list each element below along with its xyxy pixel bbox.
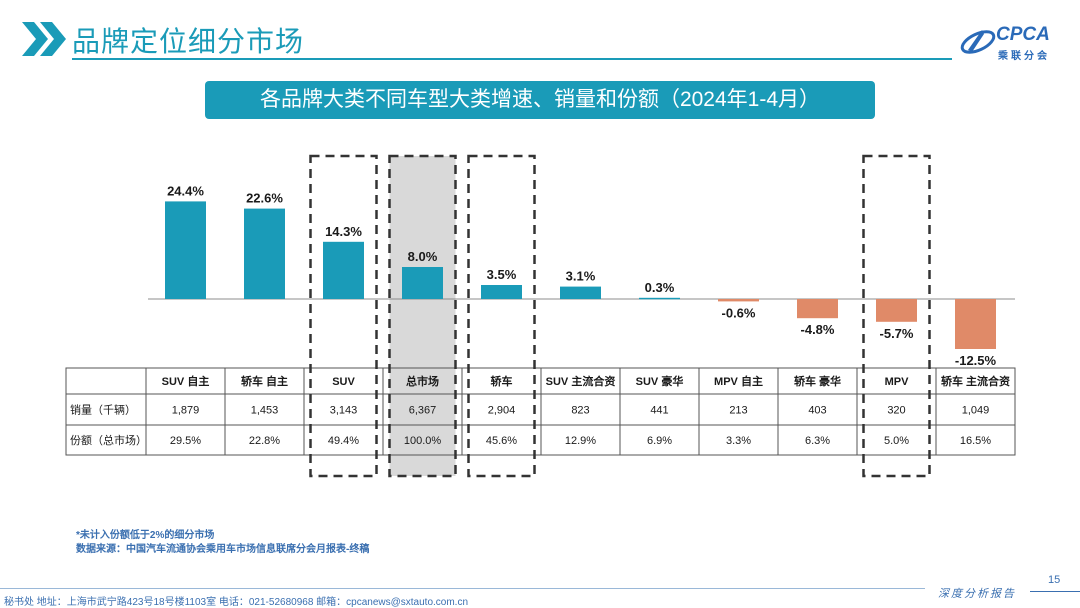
bar-2 [323,241,364,299]
category-label-0: SUV 自主 [162,374,210,388]
cell-1-1: 22.8% [249,435,280,447]
cell-1-10: 16.5% [960,435,991,447]
cell-0-8: 403 [808,405,826,417]
value-label-7: -0.6% [722,305,756,320]
category-label-4: 轿车 [491,374,513,388]
footnote-share: *未计入份额低于2%的细分市场 [76,530,215,541]
cell-0-2: 3,143 [330,405,358,417]
category-label-6: SUV 豪华 [636,374,684,388]
bar-9 [876,299,917,322]
footnote-source: 数据来源：中国汽车流通协会乘用车市场信息联席分会月报表-终稿 [76,544,370,555]
bar-10 [955,299,996,349]
bar-6 [639,297,680,300]
bar-7 [718,299,759,302]
category-label-5: SUV 主流合资 [546,374,616,388]
cell-0-1: 1,453 [251,405,279,417]
value-label-8: -4.8% [801,322,835,337]
row-label-0: 销量（千辆） [70,403,136,417]
value-label-0: 24.4% [167,183,204,198]
value-label-6: 0.3% [645,280,675,295]
bar-3 [402,267,443,299]
category-label-1: 轿车 自主 [241,374,288,388]
footer-contact: 秘书处 地址：上海市武宁路423号18号楼1103室 电话：021-526809… [4,597,469,608]
value-label-1: 22.6% [246,191,283,206]
highlight-shade [389,156,456,476]
cell-0-6: 441 [650,405,668,417]
cell-0-10: 1,049 [962,405,990,417]
page-title: 品牌定位细分市场 [72,26,305,57]
row-label-1: 份额（总市场） [70,433,147,447]
cell-1-0: 29.5% [170,435,201,447]
category-label-10: 轿车 主流合资 [941,374,1010,388]
category-label-9: MPV [885,376,910,388]
cell-0-3: 6,367 [409,405,437,417]
value-label-3: 8.0% [408,249,438,264]
value-label-9: -5.7% [880,326,914,341]
report-label-line [1030,591,1080,592]
cell-0-9: 320 [887,405,905,417]
logo-text: CPCA [996,24,1050,45]
highlight-box-2 [309,154,378,478]
bar-5 [560,286,601,299]
category-label-8: 轿车 豪华 [794,374,841,388]
value-label-5: 3.1% [566,269,596,284]
cell-1-6: 6.9% [647,435,672,447]
highlight-box-4 [467,154,536,478]
value-label-10: -12.5% [955,353,997,368]
highlight-box-3 [388,154,457,478]
title-underline [72,58,952,60]
cell-1-9: 5.0% [884,435,909,447]
cell-1-2: 49.4% [328,435,359,447]
highlight-box-9 [862,154,931,478]
category-label-7: MPV 自主 [714,374,763,388]
cell-0-7: 213 [729,405,747,417]
logo: CPCA 乘联分会 [958,20,1068,64]
cpca-logo-icon [960,30,996,54]
report-label: 深度分析报告 [938,588,1016,600]
bar-0 [165,201,206,299]
header: 品牌定位细分市场 CPCA 乘联分会 [0,0,1080,70]
double-chevron-icon [22,22,66,56]
cell-1-3: 100.0% [404,435,442,447]
bar-8 [797,299,838,319]
category-label-3: 总市场 [406,374,439,388]
category-label-2: SUV [332,376,355,388]
bar-1 [244,208,285,299]
cell-0-5: 823 [571,405,589,417]
cell-1-5: 12.9% [565,435,596,447]
cell-1-7: 3.3% [726,435,751,447]
value-label-2: 14.3% [325,224,362,239]
footer-divider [0,588,925,589]
chart-banner-title: 各品牌大类不同车型大类增速、销量和份额（2024年1-4月） [205,81,875,119]
bar-4 [481,285,522,299]
value-label-4: 3.5% [487,267,517,282]
cell-1-8: 6.3% [805,435,830,447]
cell-0-4: 2,904 [488,405,516,417]
logo-cn-text: 乘联分会 [998,51,1050,62]
cell-1-4: 45.6% [486,435,517,447]
cell-0-0: 1,879 [172,405,200,417]
page-number: 15 [1048,574,1061,586]
